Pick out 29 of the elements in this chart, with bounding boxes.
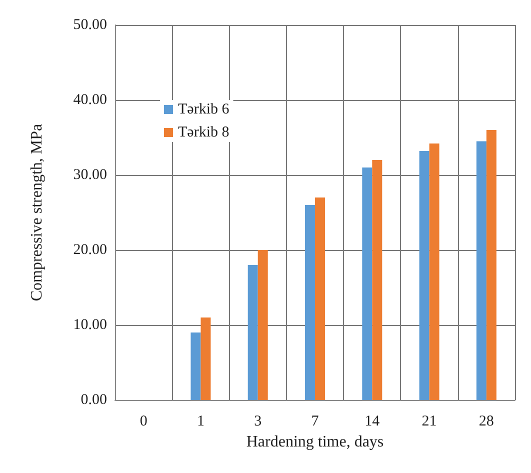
bar <box>429 144 440 400</box>
x-tick-label: 1 <box>196 414 204 430</box>
legend-label: Tərkib 6 <box>178 102 230 118</box>
y-tick-label: 30.00 <box>73 167 107 183</box>
y-tick-label: 0.00 <box>80 392 107 408</box>
x-tick-label: 21 <box>422 414 437 430</box>
bar <box>476 141 486 400</box>
y-tick-label: 20.00 <box>73 242 107 258</box>
y-tick-label: 40.00 <box>73 92 107 108</box>
y-tick-label: 50.00 <box>73 17 107 33</box>
bar <box>486 130 496 400</box>
x-tick-label: 14 <box>364 414 380 430</box>
bar <box>315 198 325 400</box>
bar <box>248 265 258 400</box>
bar <box>419 151 430 400</box>
bar <box>190 332 201 400</box>
x-tick-label: 7 <box>311 414 320 430</box>
x-tick-label: 0 <box>140 414 148 430</box>
x-tick-label: 28 <box>478 414 494 430</box>
x-tick-label: 3 <box>254 414 262 430</box>
y-axis-title: Compressive strength, MPa <box>28 124 46 302</box>
bar <box>200 318 211 400</box>
bar <box>362 168 372 400</box>
bar <box>372 160 382 400</box>
bar <box>258 250 268 400</box>
legend-label: Tərkib 8 <box>178 124 230 140</box>
bar <box>305 205 315 400</box>
y-tick-label: 10.00 <box>73 317 107 333</box>
x-axis-title: Hardening time, days <box>246 433 384 450</box>
